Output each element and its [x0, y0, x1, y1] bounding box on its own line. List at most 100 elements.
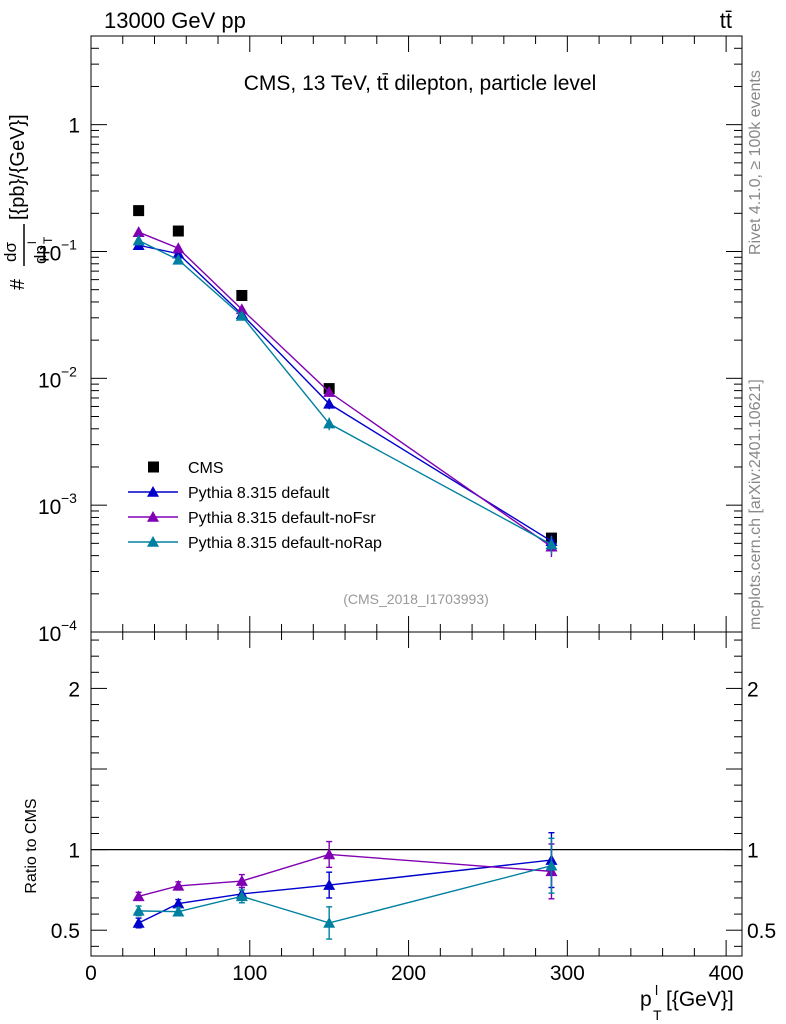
data-point	[172, 253, 185, 265]
data-point	[235, 310, 248, 321]
x-tick-label: 200	[391, 962, 426, 985]
main-series	[132, 205, 558, 558]
data-point	[323, 386, 336, 397]
data-point	[172, 242, 185, 254]
ratio-series-line	[138, 853, 552, 898]
ratio-point	[235, 875, 248, 886]
main-title: CMS, 13 TeV, tt̄ dilepton, particle leve…	[244, 72, 597, 95]
y-label-units: [{pb}/{GeV}]	[7, 114, 29, 220]
series-noFsr	[132, 226, 558, 558]
analysis-id-label: (CMS_2018_I1703993)	[343, 591, 489, 607]
y-label-hash: #	[7, 278, 29, 290]
data-point	[172, 225, 184, 237]
data-point	[235, 303, 248, 315]
x-tick-label: 400	[709, 962, 744, 985]
main-y-tick-label: 1	[68, 115, 80, 138]
x-label-units: [{GeV}]	[666, 988, 734, 1011]
ratio-point	[132, 916, 145, 928]
legend-label: CMS	[188, 460, 224, 477]
ratio-point	[172, 879, 185, 891]
legend-entry-noRap: Pythia 8.315 default-noRap	[128, 535, 382, 552]
ratio-ticks	[90, 632, 742, 956]
legend-label: Pythia 8.315 default-noFsr	[188, 510, 376, 527]
tick-label-exponent: −3	[61, 490, 77, 506]
x-label-p: p	[640, 988, 652, 1011]
y-label-subscript: T	[41, 236, 55, 244]
legend-marker	[147, 486, 159, 497]
ratio-y-tick-label-right: 0.5	[747, 920, 776, 943]
main-y-axis-label: # dσ dp T l [{pb}/{GeV}]	[1, 114, 55, 290]
data-point	[133, 205, 145, 217]
ratio-point	[323, 879, 336, 890]
ratio-point	[545, 859, 558, 871]
x-label-superscript: l	[655, 982, 658, 998]
series-default	[132, 239, 558, 550]
tick-label-base: 10	[38, 496, 61, 519]
main-y-tick-label: 10 −1	[38, 236, 77, 265]
data-point	[323, 417, 336, 429]
ratio-point	[323, 916, 336, 928]
legend-marker	[147, 536, 159, 547]
legend-entry-default: Pythia 8.315 default	[128, 485, 330, 502]
main-y-tick-label: 10 −3	[38, 490, 77, 519]
ratio-series-line	[138, 865, 552, 924]
tick-label-base: 10	[38, 242, 61, 265]
ratio-y-tick-label-right: 1	[747, 840, 759, 863]
legend-label: Pythia 8.315 default	[188, 485, 330, 502]
main-y-tick-label: 10 −4	[38, 617, 77, 646]
data-point	[323, 397, 336, 409]
header-energy-label: 13000 GeV pp	[104, 8, 246, 33]
x-tick-label: 300	[550, 962, 585, 985]
ratio-y-axis-label: Ratio to CMS	[23, 798, 40, 893]
ratio-y-tick-label: 0.5	[51, 920, 80, 943]
header-process-label: tt̄	[720, 8, 732, 33]
ratio-frame	[90, 631, 743, 957]
x-tick-labels: 0 100 200 300 400	[85, 962, 743, 985]
data-point	[132, 226, 145, 237]
legend-entry-data: CMS	[148, 460, 224, 477]
ratio-panel: 2 2 1 1 0.5 0.5 0 100 200 300 400	[51, 631, 776, 985]
data-point	[236, 289, 248, 301]
data-point	[132, 234, 145, 246]
data-point	[172, 247, 185, 259]
ratio-point	[132, 890, 145, 902]
ratio-series-noFsr	[132, 840, 558, 902]
ratio-y-tick-label: 1	[68, 840, 80, 863]
legend-marker	[147, 511, 159, 522]
mcplots-label: mcplots.cern.ch [arXiv:2401.10621]	[747, 379, 764, 630]
main-y-tick-label: 10 −2	[38, 363, 77, 392]
legend-label: Pythia 8.315 default-noRap	[188, 535, 382, 552]
ratio-point	[132, 904, 145, 916]
ratio-series	[132, 831, 558, 940]
x-axis-label: p T l [{GeV}]	[640, 982, 734, 1023]
x-tick-label: 100	[232, 962, 267, 985]
series-noRap	[132, 234, 558, 555]
tick-label-exponent: −1	[61, 236, 77, 252]
legend: CMS Pythia 8.315 default Pythia 8.315 defa…	[128, 460, 382, 552]
ratio-point	[172, 905, 185, 917]
ratio-point	[172, 897, 185, 909]
ratio-y-tick-label: 2	[68, 678, 80, 701]
y-label-numerator: dσ	[1, 242, 20, 262]
legend-entry-noFsr: Pythia 8.315 default-noFsr	[128, 510, 376, 527]
tick-label-base: 10	[38, 623, 61, 646]
tick-label-exponent: −4	[61, 617, 77, 633]
x-label-subscript: T	[653, 1007, 662, 1023]
tick-label-exponent: −2	[61, 363, 77, 379]
y-label-superscript: l	[25, 241, 39, 244]
legend-marker	[148, 461, 159, 473]
ratio-point	[323, 848, 336, 860]
ratio-series-noRap	[132, 837, 558, 940]
ratio-y-tick-label-right: 2	[747, 678, 759, 701]
main-y-tick-labels: 110−110−210−310−4	[38, 115, 80, 646]
ratio-series-line	[138, 859, 552, 924]
main-panel: CMS, 13 TeV, tt̄ dilepton, particle leve…	[38, 35, 743, 646]
y-label-denominator: dp	[31, 245, 50, 264]
ratio-point	[235, 890, 248, 902]
rivet-version-label: Rivet 4.1.0, ≥ 100k events	[747, 70, 764, 255]
main-ticks	[90, 35, 742, 633]
tick-label-base: 10	[38, 369, 61, 392]
ratio-y-tick-labels: 2 2 1 1 0.5 0.5	[51, 678, 776, 943]
x-tick-label: 0	[85, 962, 97, 985]
